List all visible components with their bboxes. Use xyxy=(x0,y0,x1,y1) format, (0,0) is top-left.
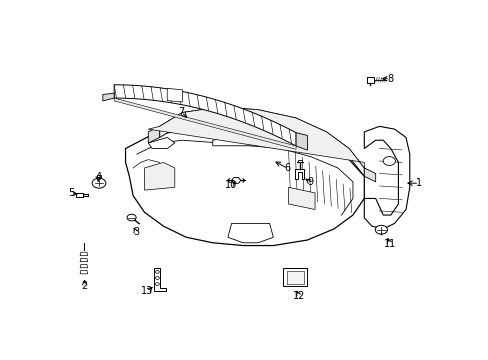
Text: 6: 6 xyxy=(284,163,290,174)
Text: 10: 10 xyxy=(224,180,237,190)
Polygon shape xyxy=(227,223,273,243)
Polygon shape xyxy=(364,126,409,229)
Polygon shape xyxy=(80,270,87,274)
Polygon shape xyxy=(231,177,240,183)
Text: 3: 3 xyxy=(133,227,139,237)
Polygon shape xyxy=(148,126,159,143)
Polygon shape xyxy=(296,133,307,150)
Polygon shape xyxy=(125,132,364,246)
Text: 7: 7 xyxy=(178,107,184,117)
Polygon shape xyxy=(364,168,375,182)
Polygon shape xyxy=(114,85,296,146)
Polygon shape xyxy=(75,193,83,197)
Polygon shape xyxy=(288,187,314,210)
Text: 12: 12 xyxy=(292,291,305,301)
Polygon shape xyxy=(297,160,301,162)
Text: 11: 11 xyxy=(383,239,395,249)
Polygon shape xyxy=(283,268,307,286)
Polygon shape xyxy=(366,77,373,82)
Text: 1: 1 xyxy=(415,178,422,188)
Circle shape xyxy=(374,225,386,234)
Text: 9: 9 xyxy=(307,177,313,187)
Polygon shape xyxy=(80,264,87,268)
Polygon shape xyxy=(154,268,165,291)
Polygon shape xyxy=(97,175,101,178)
Polygon shape xyxy=(148,107,364,168)
Polygon shape xyxy=(295,169,304,179)
Circle shape xyxy=(127,214,136,221)
Polygon shape xyxy=(167,89,182,102)
Text: 13: 13 xyxy=(141,286,153,296)
Polygon shape xyxy=(80,252,87,256)
Polygon shape xyxy=(80,258,87,262)
Text: 8: 8 xyxy=(386,74,392,84)
Text: 5: 5 xyxy=(68,188,75,198)
Polygon shape xyxy=(102,93,114,101)
Polygon shape xyxy=(286,271,303,284)
Circle shape xyxy=(383,157,395,166)
Polygon shape xyxy=(144,162,175,190)
Polygon shape xyxy=(212,138,258,146)
Text: 4: 4 xyxy=(95,172,101,182)
Polygon shape xyxy=(114,98,296,149)
Polygon shape xyxy=(148,138,175,149)
Polygon shape xyxy=(159,107,364,176)
Text: 2: 2 xyxy=(81,281,87,291)
Circle shape xyxy=(92,178,105,188)
